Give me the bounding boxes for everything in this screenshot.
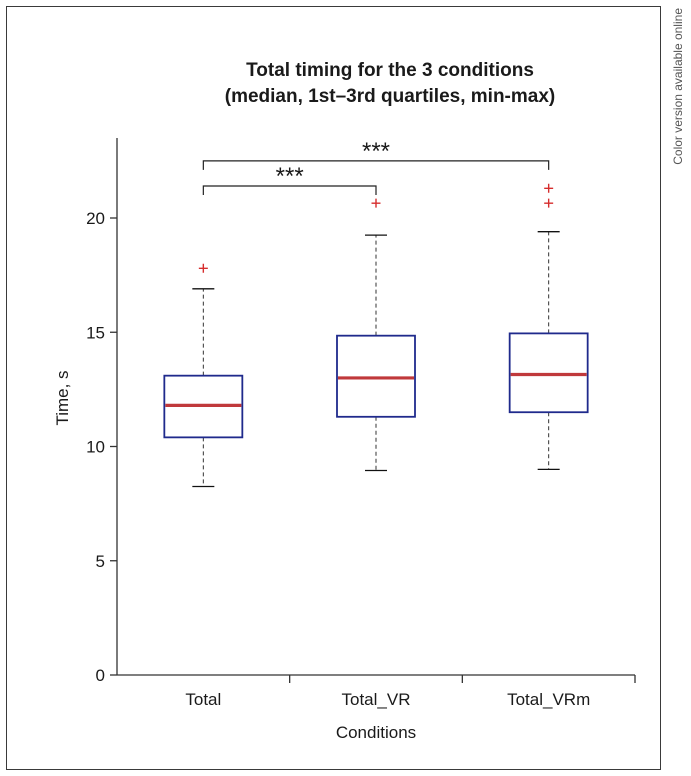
- x-tick-label-Total_VRm: Total_VRm: [507, 690, 590, 709]
- significance-label-0: ***: [276, 163, 304, 190]
- significance-bracket-0: [202, 185, 377, 196]
- box-Total_VRm: [508, 332, 589, 414]
- y-tick-label-20: 20: [86, 209, 105, 228]
- side-note: Color version available online: [671, 8, 685, 165]
- chart-title-line-1: Total timing for the 3 conditions: [246, 60, 534, 81]
- y-tick-label-0: 0: [96, 666, 105, 685]
- side-note-text: Color version available online: [671, 8, 685, 165]
- y-tick-label-10: 10: [86, 438, 105, 457]
- outlier-Total_VR-0: [371, 198, 381, 208]
- x-tick-label-Total_VR: Total_VR: [342, 690, 411, 709]
- x-tick-label-Total: Total: [185, 690, 221, 709]
- y-tick-label-5: 5: [96, 552, 105, 571]
- plot-area: 0 5 10 15 20 Total Total_VR Total_VRm *** ***: [86, 138, 636, 709]
- chart-title-line-2: (median, 1st–3rd quartiles, min-max): [225, 86, 556, 107]
- significance-bracket-1: [202, 160, 550, 170]
- significance-label-1: ***: [362, 138, 390, 165]
- x-axis-label: Conditions: [336, 723, 416, 742]
- box-Total_VR: [336, 334, 416, 418]
- box-Total: [163, 374, 244, 439]
- outlier-Total-0: [198, 263, 208, 273]
- figure-frame: [6, 6, 661, 770]
- y-axis-label: Time, s: [53, 370, 72, 425]
- outlier-Total_VRm-0: [544, 198, 554, 208]
- y-tick-label-15: 15: [86, 323, 105, 342]
- outlier-Total_VRm-1: [544, 183, 554, 193]
